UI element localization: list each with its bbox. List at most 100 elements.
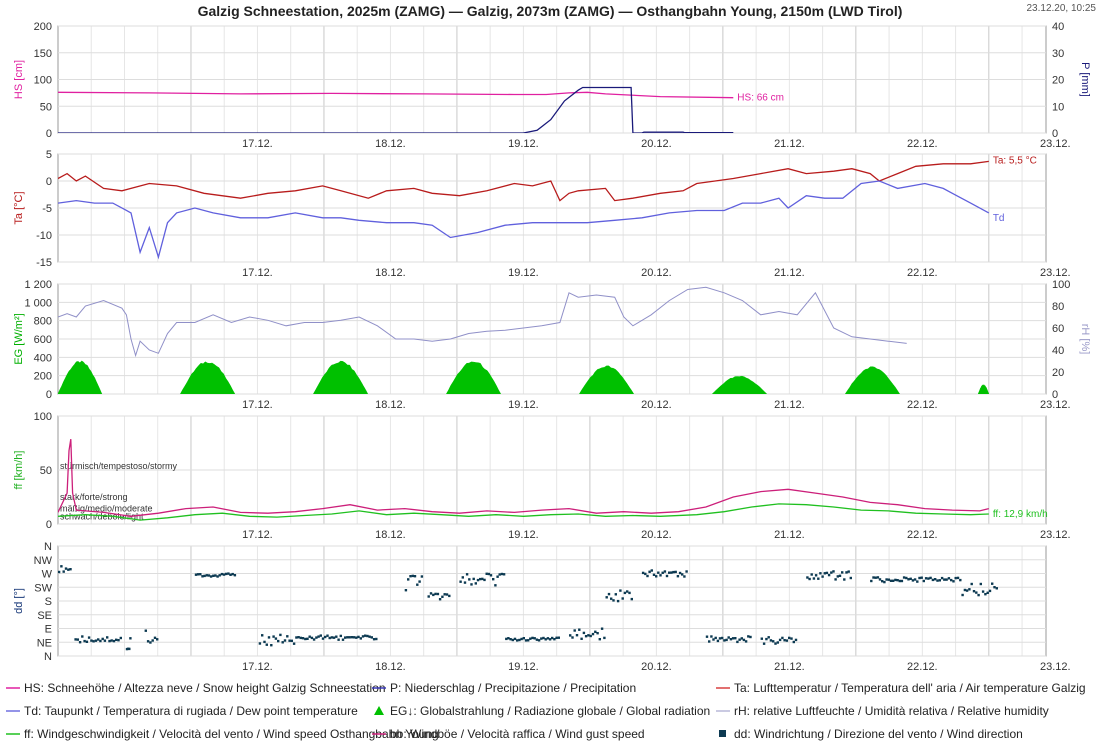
wind-direction-point — [621, 597, 624, 600]
x-tick-label: 23.12. — [1040, 138, 1071, 150]
wind-direction-point — [533, 637, 536, 640]
wind-direction-point — [911, 579, 915, 582]
radiation-day-area — [711, 375, 768, 394]
wind-direction-point — [685, 570, 688, 573]
y2-tick-label: 20 — [1052, 75, 1064, 87]
x-tick-label: 22.12. — [907, 529, 938, 541]
legend-swatch — [374, 706, 384, 715]
wind-direction-point — [485, 572, 488, 575]
wind-direction-point — [594, 630, 597, 633]
wind-direction-point — [591, 632, 595, 636]
wind-direction-point — [605, 596, 608, 599]
x-tick-label: 22.12. — [907, 399, 938, 411]
wind-direction-point — [297, 636, 300, 639]
wind-direction-point — [769, 639, 773, 642]
wind-direction-point — [277, 639, 280, 643]
wind-direction-point — [991, 582, 994, 585]
wind-direction-point — [487, 572, 491, 576]
wind-direction-point — [101, 637, 104, 641]
y-tick-label: 0 — [46, 389, 52, 401]
wind-direction-point — [575, 634, 579, 637]
legend-item-bb: bb: Windböe / Velocità raffica / Wind gu… — [372, 727, 645, 741]
wind-direction-point — [218, 574, 221, 577]
panel-radiation: 0 200 400 600 800 1 000 1 200 0 20 40 60 80 100 17.12… — [13, 279, 1091, 411]
wind-direction-point — [553, 638, 556, 641]
wind-direction-point — [69, 568, 72, 571]
wind-direction-point — [725, 638, 728, 642]
wind-direction-point — [328, 636, 331, 640]
wind-direction-point — [261, 634, 264, 637]
x-tick-label: 18.12. — [375, 399, 406, 411]
wind-direction-point — [683, 575, 686, 578]
wind-direction-point — [894, 578, 897, 582]
x-tick-label: 21.12. — [774, 138, 805, 150]
wind-direction-point — [74, 638, 77, 641]
wind-direction-point — [827, 573, 831, 577]
series-Ta-line — [58, 160, 989, 202]
y-tick-label: SE — [37, 610, 52, 622]
wind-direction-point — [557, 636, 560, 639]
wind-direction-point — [83, 639, 86, 643]
wind-direction-point — [214, 574, 217, 577]
y-tick-label: -15 — [36, 257, 52, 269]
wind-direction-point — [225, 572, 228, 576]
y-tick-label: 50 — [40, 465, 52, 477]
wind-direction-point — [295, 636, 298, 639]
wind-direction-point — [929, 576, 932, 580]
x-tick-label: 18.12. — [375, 529, 406, 541]
wind-direction-point — [619, 589, 622, 592]
wind-direction-point — [270, 644, 273, 647]
wind-direction-point — [67, 568, 70, 571]
wind-direction-point — [760, 637, 763, 640]
wind-direction-point — [641, 571, 645, 575]
wind-direction-point — [972, 590, 976, 593]
wind-direction-point — [81, 635, 84, 638]
wind-direction-point — [916, 580, 919, 583]
wind-direction-point — [740, 637, 743, 640]
series-bb-line — [58, 439, 989, 517]
wind-direction-point — [995, 587, 998, 590]
y-axis-title: dd [°] — [13, 588, 25, 614]
wind-direction-point — [520, 637, 523, 641]
wind-direction-point — [817, 577, 820, 580]
y-tick-label: W — [42, 569, 53, 581]
wind-direction-point — [94, 639, 98, 642]
wind-threshold-label: stürmisch/tempestoso/stormy — [60, 461, 178, 471]
wind-direction-point — [874, 576, 877, 579]
wind-direction-point — [108, 639, 111, 643]
wind-direction-point — [889, 579, 893, 582]
wind-threshold-label: stark/forte/strong — [60, 492, 128, 502]
wind-direction-point — [975, 591, 978, 594]
x-tick-label: 17.12. — [242, 399, 273, 411]
panel-wind: 0 50 100 17.12. 18.12. 19.12. 20.12. 21.12. 22.1… — [13, 411, 1071, 541]
wind-direction-point — [736, 640, 739, 644]
wind-direction-point — [961, 593, 964, 597]
wind-direction-point — [883, 580, 886, 584]
wind-direction-point — [281, 641, 284, 644]
wind-direction-point — [542, 636, 545, 640]
y-axis-title: ff [km/h] — [13, 451, 25, 490]
wind-direction-point — [117, 639, 120, 642]
wind-direction-point — [648, 570, 651, 573]
wind-direction-point — [76, 638, 79, 641]
wind-direction-point — [954, 576, 957, 580]
wind-direction-point — [870, 579, 873, 583]
wind-direction-point — [836, 575, 839, 578]
chart-timestamp: 23.12.20, 10:25 — [1026, 3, 1096, 14]
wind-direction-point — [286, 635, 289, 638]
wind-direction-point — [708, 640, 711, 643]
wind-direction-point — [931, 578, 935, 582]
wind-direction-point — [527, 639, 530, 642]
wind-direction-point — [317, 635, 320, 638]
wind-direction-point — [502, 573, 506, 576]
legend-item-EG: EG↓: Globalstrahlung / Radiazione global… — [374, 704, 710, 718]
wind-direction-point — [420, 575, 424, 578]
wind-direction-point — [584, 635, 588, 638]
legend-item-Ta: Ta: Lufttemperatur / Temperatura dell' a… — [716, 681, 1086, 695]
wind-direction-point — [734, 637, 737, 640]
wind-direction-point — [765, 637, 768, 641]
legend-item-dd: dd: Windrichtung / Direzione del vento /… — [719, 727, 1023, 741]
wind-direction-point — [283, 639, 287, 642]
wind-direction-point — [843, 578, 846, 581]
wind-direction-point — [112, 639, 116, 643]
